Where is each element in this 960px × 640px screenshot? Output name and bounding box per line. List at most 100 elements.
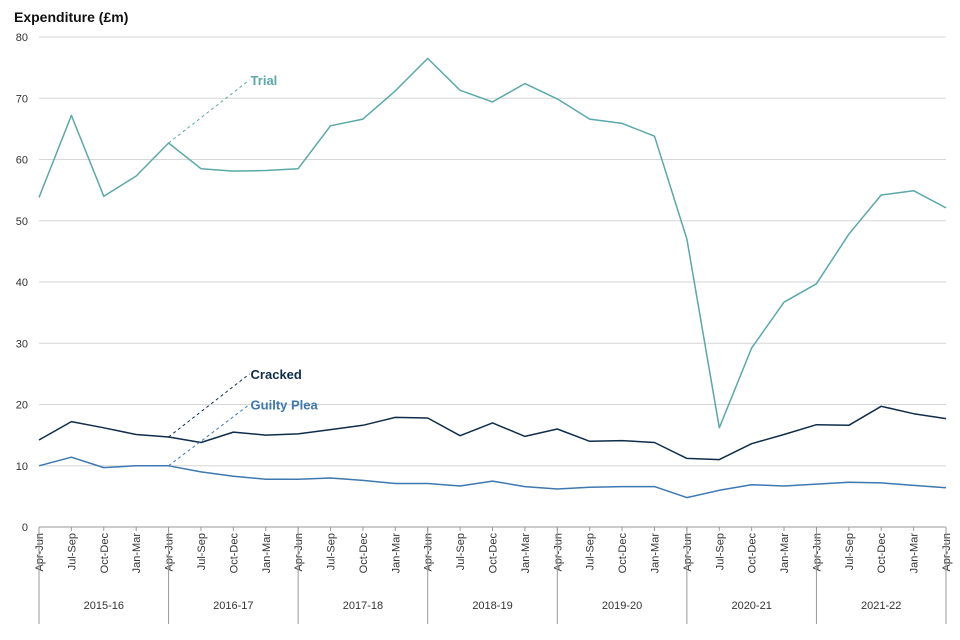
data-point-cracked — [555, 427, 559, 431]
y-tick-label: 60 — [16, 155, 28, 167]
x-tick-label: Jul-Sep — [66, 533, 78, 570]
data-point-trial — [555, 97, 559, 101]
series-line-cracked — [38, 405, 947, 461]
data-point-trial — [620, 121, 624, 125]
x-tick-label: Jul-Sep — [844, 533, 856, 570]
data-point-trial — [652, 134, 656, 138]
data-point-trial — [944, 206, 948, 210]
leader-line-cracked — [168, 373, 250, 438]
data-point-trial — [69, 113, 73, 117]
y-axis-title: Expenditure (£m) — [14, 9, 128, 25]
y-axis-ticks: 0 10 20 30 40 50 60 70 80 — [16, 32, 28, 534]
x-tick-label: Apr-Jun — [811, 533, 823, 572]
x-tick-label: Apr-Jun — [423, 533, 435, 572]
year-label: 2021-22 — [861, 600, 901, 612]
y-tick-label: 10 — [16, 461, 28, 473]
x-tick-label: Jan-Mar — [779, 533, 791, 574]
data-point-guilty-plea — [361, 478, 365, 482]
series-label-cracked: Cracked — [251, 367, 302, 382]
data-point-trial — [296, 167, 300, 171]
data-point-trial — [329, 124, 333, 128]
x-tick-label: Apr-Jun — [941, 533, 953, 572]
x-tick-label: Jul-Sep — [714, 533, 726, 570]
data-point-cracked — [750, 442, 754, 446]
data-point-guilty-plea — [199, 470, 203, 474]
data-point-guilty-plea — [685, 496, 689, 500]
x-tick-label: Jul-Sep — [585, 533, 597, 570]
data-point-trial — [523, 82, 527, 86]
data-point-trial — [685, 237, 689, 241]
data-point-guilty-plea — [296, 477, 300, 481]
y-tick-label: 20 — [16, 400, 28, 412]
y-tick-label: 80 — [16, 32, 28, 44]
x-tick-label: Oct-Dec — [358, 533, 370, 574]
x-tick-label: Oct-Dec — [747, 533, 759, 574]
data-point-guilty-plea — [782, 484, 786, 488]
data-point-trial — [102, 194, 106, 198]
data-point-cracked — [847, 423, 851, 427]
data-point-guilty-plea — [393, 482, 397, 486]
data-point-trial — [879, 193, 883, 197]
y-tick-label: 0 — [22, 522, 28, 534]
data-point-trial — [231, 169, 235, 173]
data-point-guilty-plea — [717, 488, 721, 492]
x-axis-ticks: Apr-Jun Jul-Sep Oct-Dec Jan-Mar Apr-Jun Jul-S… — [34, 527, 953, 573]
data-point-trial — [912, 189, 916, 193]
data-point-trial — [134, 174, 138, 178]
data-point-cracked — [588, 439, 592, 443]
data-point-guilty-plea — [264, 477, 268, 481]
data-point-cracked — [393, 415, 397, 419]
x-tick-label: Jul-Sep — [455, 533, 467, 570]
x-tick-label: Jan-Mar — [390, 533, 402, 574]
data-point-trial — [491, 100, 495, 104]
data-point-guilty-plea — [426, 482, 430, 486]
data-point-cracked — [685, 456, 689, 460]
leader-line-trial — [168, 79, 250, 144]
data-point-cracked — [717, 458, 721, 462]
data-point-guilty-plea — [944, 486, 948, 490]
data-point-guilty-plea — [912, 483, 916, 487]
x-tick-label: Oct-Dec — [488, 533, 500, 574]
data-point-trial — [458, 88, 462, 92]
x-tick-label: Jan-Mar — [131, 533, 143, 574]
year-label: 2015-16 — [84, 600, 124, 612]
year-label: 2020-21 — [731, 600, 771, 612]
data-point-guilty-plea — [555, 487, 559, 491]
data-point-guilty-plea — [37, 464, 41, 468]
data-point-guilty-plea — [231, 474, 235, 478]
data-point-cracked — [426, 416, 430, 420]
year-label: 2018-19 — [472, 600, 512, 612]
data-point-trial — [37, 195, 41, 199]
x-tick-label: Jan-Mar — [909, 533, 921, 574]
series-labels: Trial Cracked Guilty Plea — [168, 73, 319, 467]
data-point-guilty-plea — [491, 479, 495, 483]
data-point-cracked — [912, 412, 916, 416]
data-point-guilty-plea — [523, 485, 527, 489]
data-point-trial — [426, 56, 430, 60]
data-point-trial — [847, 232, 851, 236]
series-layer — [37, 56, 948, 500]
data-point-guilty-plea — [879, 481, 883, 485]
data-point-cracked — [361, 423, 365, 427]
data-point-cracked — [134, 433, 138, 437]
y-tick-label: 50 — [16, 216, 28, 228]
data-point-cracked — [296, 432, 300, 436]
series-line-trial — [38, 57, 947, 429]
x-tick-label: Oct-Dec — [99, 533, 111, 574]
year-groups: 2015-16 2016-17 2017-18 2018-19 2019-20 2020-… — [38, 527, 947, 624]
grid-layer — [39, 36, 946, 528]
data-point-cracked — [231, 430, 235, 434]
data-point-cracked — [782, 433, 786, 437]
x-tick-label: Apr-Jun — [682, 533, 694, 572]
data-point-cracked — [523, 434, 527, 438]
data-point-guilty-plea — [750, 483, 754, 487]
x-tick-label: Jan-Mar — [520, 533, 532, 574]
x-tick-label: Apr-Jun — [164, 533, 176, 572]
data-point-trial — [264, 169, 268, 173]
series-line-guilty-plea — [38, 456, 947, 499]
x-tick-label: Jan-Mar — [649, 533, 661, 574]
data-point-cracked — [879, 404, 883, 408]
data-point-guilty-plea — [652, 485, 656, 489]
x-tick-label: Apr-Jun — [293, 533, 305, 572]
